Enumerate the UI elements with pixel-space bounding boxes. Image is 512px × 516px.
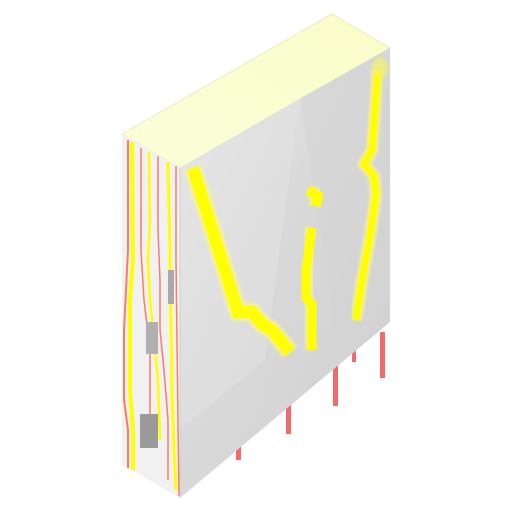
pin-2: [286, 386, 291, 434]
side-trace-red-1: [123, 140, 129, 468]
side-trace-red-2: [140, 148, 151, 420]
trace-left-diagonal: [187, 166, 295, 356]
side-gray-block-2: [146, 322, 158, 354]
side-trace-yellow-2: [146, 151, 162, 441]
side-gray-block-3: [140, 414, 158, 448]
side-gray-block-1: [168, 270, 174, 304]
trace-dot: [305, 185, 324, 207]
side-trace-yellow-1: [128, 141, 136, 470]
corner-glow: [372, 58, 388, 78]
side-trace-yellow-3: [166, 161, 178, 491]
pin-5: [380, 332, 385, 378]
side-trace-red-3: [157, 156, 169, 480]
side-traces: [123, 140, 180, 497]
trace-center-vertical: [301, 227, 317, 350]
pin-3: [333, 356, 338, 406]
side-trace-red-4: [175, 166, 180, 497]
front-face-facet-1: [180, 98, 300, 430]
front-traces: [184, 69, 384, 358]
trace-right-vertical: [352, 69, 382, 321]
